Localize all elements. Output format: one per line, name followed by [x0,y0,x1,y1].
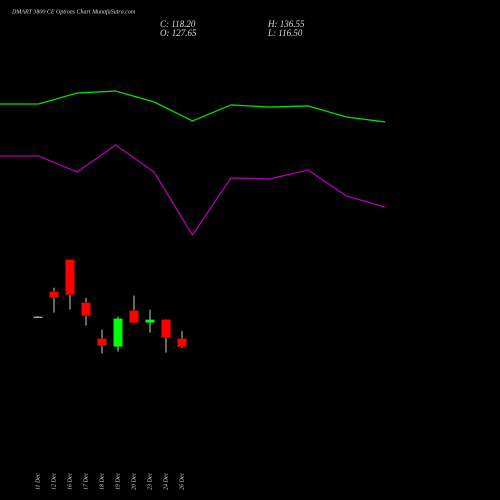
x-tick-label: 26 Dec [179,473,185,490]
candle-body [33,316,43,318]
candle-body [97,338,107,346]
x-tick-label: 16 Dec [67,473,73,490]
x-tick-label: 18 Dec [99,473,105,490]
x-tick-label: 19 Dec [115,473,121,490]
candle-body [177,338,187,347]
candle-body [145,319,155,323]
x-tick-label: 17 Dec [83,473,89,490]
candle-body [161,319,171,338]
info-open: O: 127.65 [160,28,197,38]
candle-body [113,318,123,347]
x-tick-label: 20 Dec [131,473,137,490]
info-low: L: 116.50 [267,28,303,38]
candle-body [81,302,91,316]
x-tick-label: 23 Dec [147,473,153,490]
x-tick-label: 11 Dec [35,473,41,490]
indicator-line [0,144,386,237]
chart-title: DMART 3800 CE Options Chart MunafaSutra.… [11,8,136,15]
candle-body [65,259,75,295]
x-tick-label: 12 Dec [51,473,57,490]
info-close: C: 118.20 [160,19,196,29]
candle-body [49,291,59,298]
x-tick-label: 24 Dec [162,473,169,490]
candle-body [129,310,139,323]
indicator-line [0,90,386,123]
info-high: H: 136.55 [267,19,305,29]
